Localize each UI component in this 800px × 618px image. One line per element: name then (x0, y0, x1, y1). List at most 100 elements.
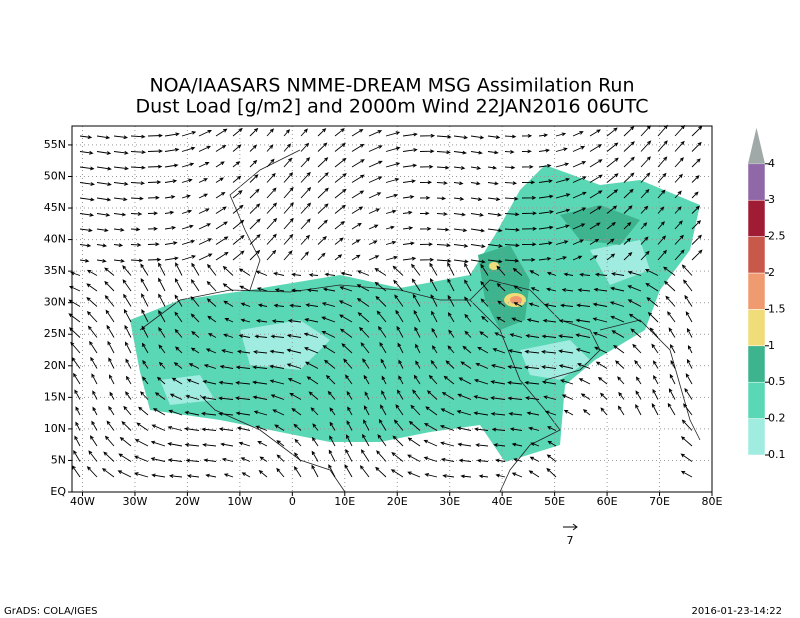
wind-arrow (464, 330, 472, 338)
wind-arrow (640, 156, 651, 168)
wind-arrow (538, 194, 554, 199)
wind-arrow (385, 225, 395, 230)
wind-arrow (356, 297, 370, 307)
wind-arrow (96, 182, 112, 187)
y-tick-label: 20N (44, 359, 66, 372)
wind-arrow (381, 390, 387, 400)
wind-arrow (508, 411, 523, 416)
wind-arrow (474, 427, 489, 432)
colorbar-label: 1 (768, 339, 775, 352)
wind-arrow (151, 424, 166, 431)
wind-arrow (235, 411, 251, 416)
dust-area (510, 296, 522, 304)
wind-arrow (308, 391, 319, 400)
wind-arrow (238, 441, 251, 447)
dust-area (560, 205, 640, 245)
wind-arrow (351, 190, 365, 199)
coastline (199, 394, 346, 493)
wind-arrow (141, 293, 149, 307)
wind-arrow (207, 333, 217, 338)
wind-arrow (169, 393, 183, 400)
wind-arrow (113, 166, 129, 171)
wind-arrow (291, 272, 302, 277)
wind-arrow (541, 365, 557, 369)
wind-arrow (665, 295, 676, 307)
wind-arrow (70, 271, 81, 276)
wind-arrow (158, 309, 166, 323)
wind-arrow (487, 135, 501, 140)
wind-arrow (415, 343, 421, 354)
wind-arrow (597, 376, 608, 385)
wind-arrow (530, 442, 540, 447)
wind-arrow (447, 294, 455, 307)
wind-arrow (494, 332, 506, 338)
wind-arrow (339, 314, 353, 323)
wind-arrow (271, 319, 285, 324)
wind-arrow (457, 393, 472, 400)
wind-arrow (541, 349, 557, 354)
wind-arrow (198, 129, 212, 137)
wind-arrow (657, 221, 665, 230)
wind-arrow (283, 143, 292, 152)
wind-arrow (198, 238, 213, 245)
x-tick-label: 30E (439, 495, 460, 508)
wind-arrow (377, 434, 387, 447)
wind-arrow (691, 220, 702, 230)
wind-arrow (121, 421, 132, 431)
wind-arrow (181, 146, 196, 152)
wind-arrow (334, 188, 347, 199)
wind-arrow (96, 243, 108, 248)
wind-arrow (287, 318, 302, 323)
wind-arrow (75, 421, 81, 431)
wind-arrow (134, 439, 149, 447)
wind-arrow (249, 203, 261, 214)
x-tick-label: 10E (334, 495, 355, 508)
wind-arrow (101, 468, 115, 478)
wind-arrow (142, 376, 149, 385)
wind-arrow (92, 390, 98, 400)
wind-arrow (168, 409, 183, 416)
wind-arrow (232, 144, 242, 152)
wind-arrow (592, 317, 608, 323)
wind-arrow (368, 240, 378, 245)
wind-arrow (215, 161, 225, 168)
wind-arrow (415, 360, 421, 369)
wind-arrow (402, 241, 415, 246)
wind-arrow (136, 422, 149, 431)
wind-arrow (300, 171, 311, 183)
wind-arrow (232, 250, 245, 261)
wind-arrow (600, 407, 608, 416)
wind-arrow (96, 259, 107, 263)
wind-arrow (674, 234, 684, 245)
wind-arrow (375, 295, 387, 307)
wind-arrow (88, 450, 98, 462)
wind-arrow (613, 344, 625, 354)
wind-arrow (90, 356, 98, 369)
wind-arrow (351, 174, 365, 183)
wind-arrow (470, 166, 482, 170)
wind-arrow (300, 186, 312, 199)
wind-arrow (618, 391, 625, 400)
wind-arrow (198, 223, 212, 230)
wind-arrow (487, 244, 503, 248)
wind-arrow (328, 449, 336, 462)
colorbar-box (747, 163, 766, 201)
wind-arrow (329, 435, 336, 447)
wind-arrow (561, 394, 574, 400)
wind-arrow (105, 309, 115, 323)
wind-arrow (74, 435, 81, 447)
x-tick-label: 50E (544, 495, 565, 508)
wind-arrow (329, 421, 336, 431)
wind-arrow (412, 293, 421, 307)
wind-arrow (334, 221, 345, 230)
wind-arrow (191, 331, 200, 338)
wind-arrow (109, 391, 115, 400)
wind-arrow (224, 318, 234, 323)
wind-arrow (674, 249, 685, 261)
wind-arrow (201, 395, 217, 400)
wind-arrow (436, 134, 452, 139)
wind-arrow (407, 437, 421, 447)
wind-arrow (362, 433, 370, 447)
wind-arrow (334, 128, 345, 137)
wind-arrow (269, 379, 285, 385)
